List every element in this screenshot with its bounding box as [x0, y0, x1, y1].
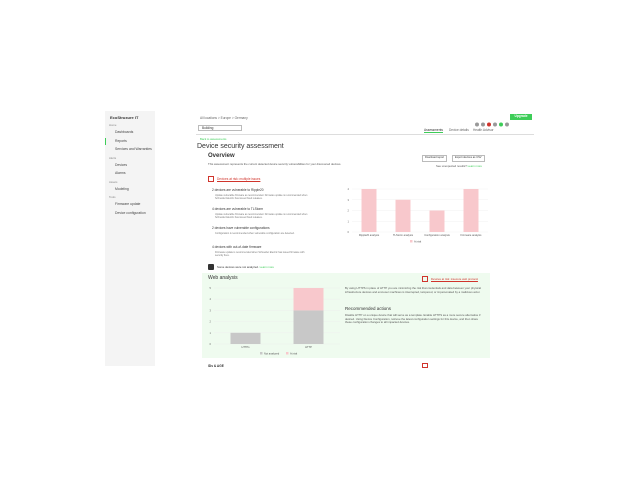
tab[interactable]: Health Advisor	[473, 128, 494, 132]
nav-item[interactable]: Dashboards	[115, 130, 134, 134]
y-tick-label: 4	[348, 187, 350, 191]
export-button[interactable]: Export devices as CSV	[452, 155, 485, 162]
bar	[395, 199, 411, 232]
bar	[293, 310, 324, 344]
legend-label: At risk	[290, 351, 298, 355]
bar	[463, 189, 479, 232]
icons	[474, 115, 510, 127]
overview-chart: 0 1 2 3 4 Ripple20 analysis TLStorm analysis Co…	[348, 187, 488, 243]
crumb[interactable]: Europe	[220, 116, 231, 120]
not-analyzed-text: Some devices were not analyzed.	[217, 265, 259, 269]
sidebar	[105, 111, 155, 366]
not-analyzed: Some devices were not analyzed. Learn mo…	[217, 266, 274, 269]
x-tick-label: Configuration analysis	[424, 233, 450, 237]
learn-more[interactable]: Learn more	[467, 164, 482, 168]
breadcrumb: All locations > Europe > Germany	[200, 116, 248, 120]
issue-title: 2 devices have vulnerable configurations	[212, 226, 270, 230]
y-tick-label: 0	[210, 342, 212, 346]
legend-swatch	[410, 240, 413, 243]
tab[interactable]: Assessments	[424, 128, 443, 134]
nav-item[interactable]: Devices	[115, 162, 128, 167]
location-select[interactable]: Building	[198, 125, 242, 131]
legend-swatch	[286, 352, 289, 355]
y-tick-label: 1	[348, 219, 350, 223]
description: This assessment represents the current d…	[208, 162, 342, 166]
tab[interactable]: Device details	[449, 128, 469, 132]
y-tick-label: 5	[210, 286, 212, 290]
issue-title: 4 devices are vulnerable to TLStorm	[212, 207, 264, 211]
x-tick-label: HTTPs	[241, 345, 250, 349]
download-button[interactable]: Download report	[422, 155, 448, 162]
issue-title: 4 devices with out-of-date firmware	[212, 245, 262, 249]
issue-title: 2 devices are vulnerable to Ripple20	[212, 188, 264, 192]
issue-text: Update vulnerable firmware as recommende…	[215, 193, 308, 200]
y-tick-label: 4	[210, 297, 212, 301]
risk-heading[interactable]: Devices at risk: multiple issues	[217, 177, 261, 181]
nav-item[interactable]: Alarms	[115, 171, 126, 175]
y-tick-label: 3	[210, 308, 212, 312]
rec-title: Recommended actions	[345, 306, 392, 311]
page-title: Device security assessment	[197, 143, 284, 150]
legend-label: Not analyzed	[264, 351, 280, 355]
nav-header: Alerts	[109, 155, 117, 160]
nav-header: Home	[109, 123, 117, 127]
nav-item[interactable]: Device configuration	[115, 210, 146, 215]
footer-title: IDs & AGE	[208, 364, 224, 368]
legend-swatch	[260, 352, 263, 355]
x-tick-label: TLStorm analysis	[393, 233, 414, 237]
learn-more[interactable]: Learn more	[259, 265, 274, 269]
y-tick-label: 3	[348, 198, 350, 202]
nav-header: Tools	[109, 195, 116, 199]
bar	[361, 189, 377, 232]
y-tick-label: 2	[210, 320, 212, 324]
y-tick-label: 0	[348, 230, 350, 234]
y-tick-label: 1	[210, 331, 212, 335]
back-link[interactable]: Back to assessments	[200, 137, 227, 141]
overview-title: Overview	[208, 153, 235, 159]
bar	[230, 332, 261, 344]
nav-item[interactable]: Services and Warranties	[115, 147, 152, 151]
issue-text: Update vulnerable firmware as recommende…	[215, 212, 308, 219]
crumb[interactable]: Germany	[234, 116, 248, 120]
nav-item[interactable]: Modeling	[115, 186, 129, 191]
unexpected: See unexpected results? Learn more	[436, 165, 482, 168]
upgrade-button[interactable]: Upgrade	[510, 114, 532, 120]
brand: EcoStruxure IT	[110, 115, 139, 120]
divider	[196, 134, 534, 135]
x-tick-label: Ripple20 analysis	[359, 233, 380, 237]
issue-text: Firmware update is recommended when Schn…	[215, 250, 305, 257]
web-risk[interactable]: Devices at risk: insecure web protocol	[431, 277, 478, 281]
web-title: Web analysis	[208, 275, 238, 281]
bar	[293, 288, 324, 311]
y-tick-label: 2	[348, 209, 350, 213]
web-risk-icon	[422, 276, 428, 282]
issue-text: Configuration is recommended when vulner…	[215, 231, 295, 235]
footer-icon	[422, 363, 428, 368]
bar	[429, 210, 445, 232]
web-text: By using HTTPS in place of HTTP you are …	[345, 286, 481, 294]
unexpected-text: See unexpected results?	[436, 164, 467, 168]
x-tick-label: Firmware analysis	[461, 233, 483, 237]
nav-header: Assets	[109, 179, 118, 184]
crumb[interactable]: All locations	[200, 116, 218, 120]
risk-icon	[208, 176, 214, 182]
nav-item[interactable]: Reports	[115, 138, 127, 143]
legend-label: At risk	[414, 239, 422, 243]
rec-text: Disable HTTP on a unique device that wil…	[345, 313, 481, 325]
x-tick-label: HTTP	[305, 345, 312, 349]
info-icon	[208, 264, 214, 270]
web-chart: 0 1 2 3 4 5 HTTPs HTTP Not analyzed At risk	[210, 286, 340, 355]
active-bar	[105, 137, 107, 145]
nav-item[interactable]: Firmware update	[115, 202, 141, 206]
